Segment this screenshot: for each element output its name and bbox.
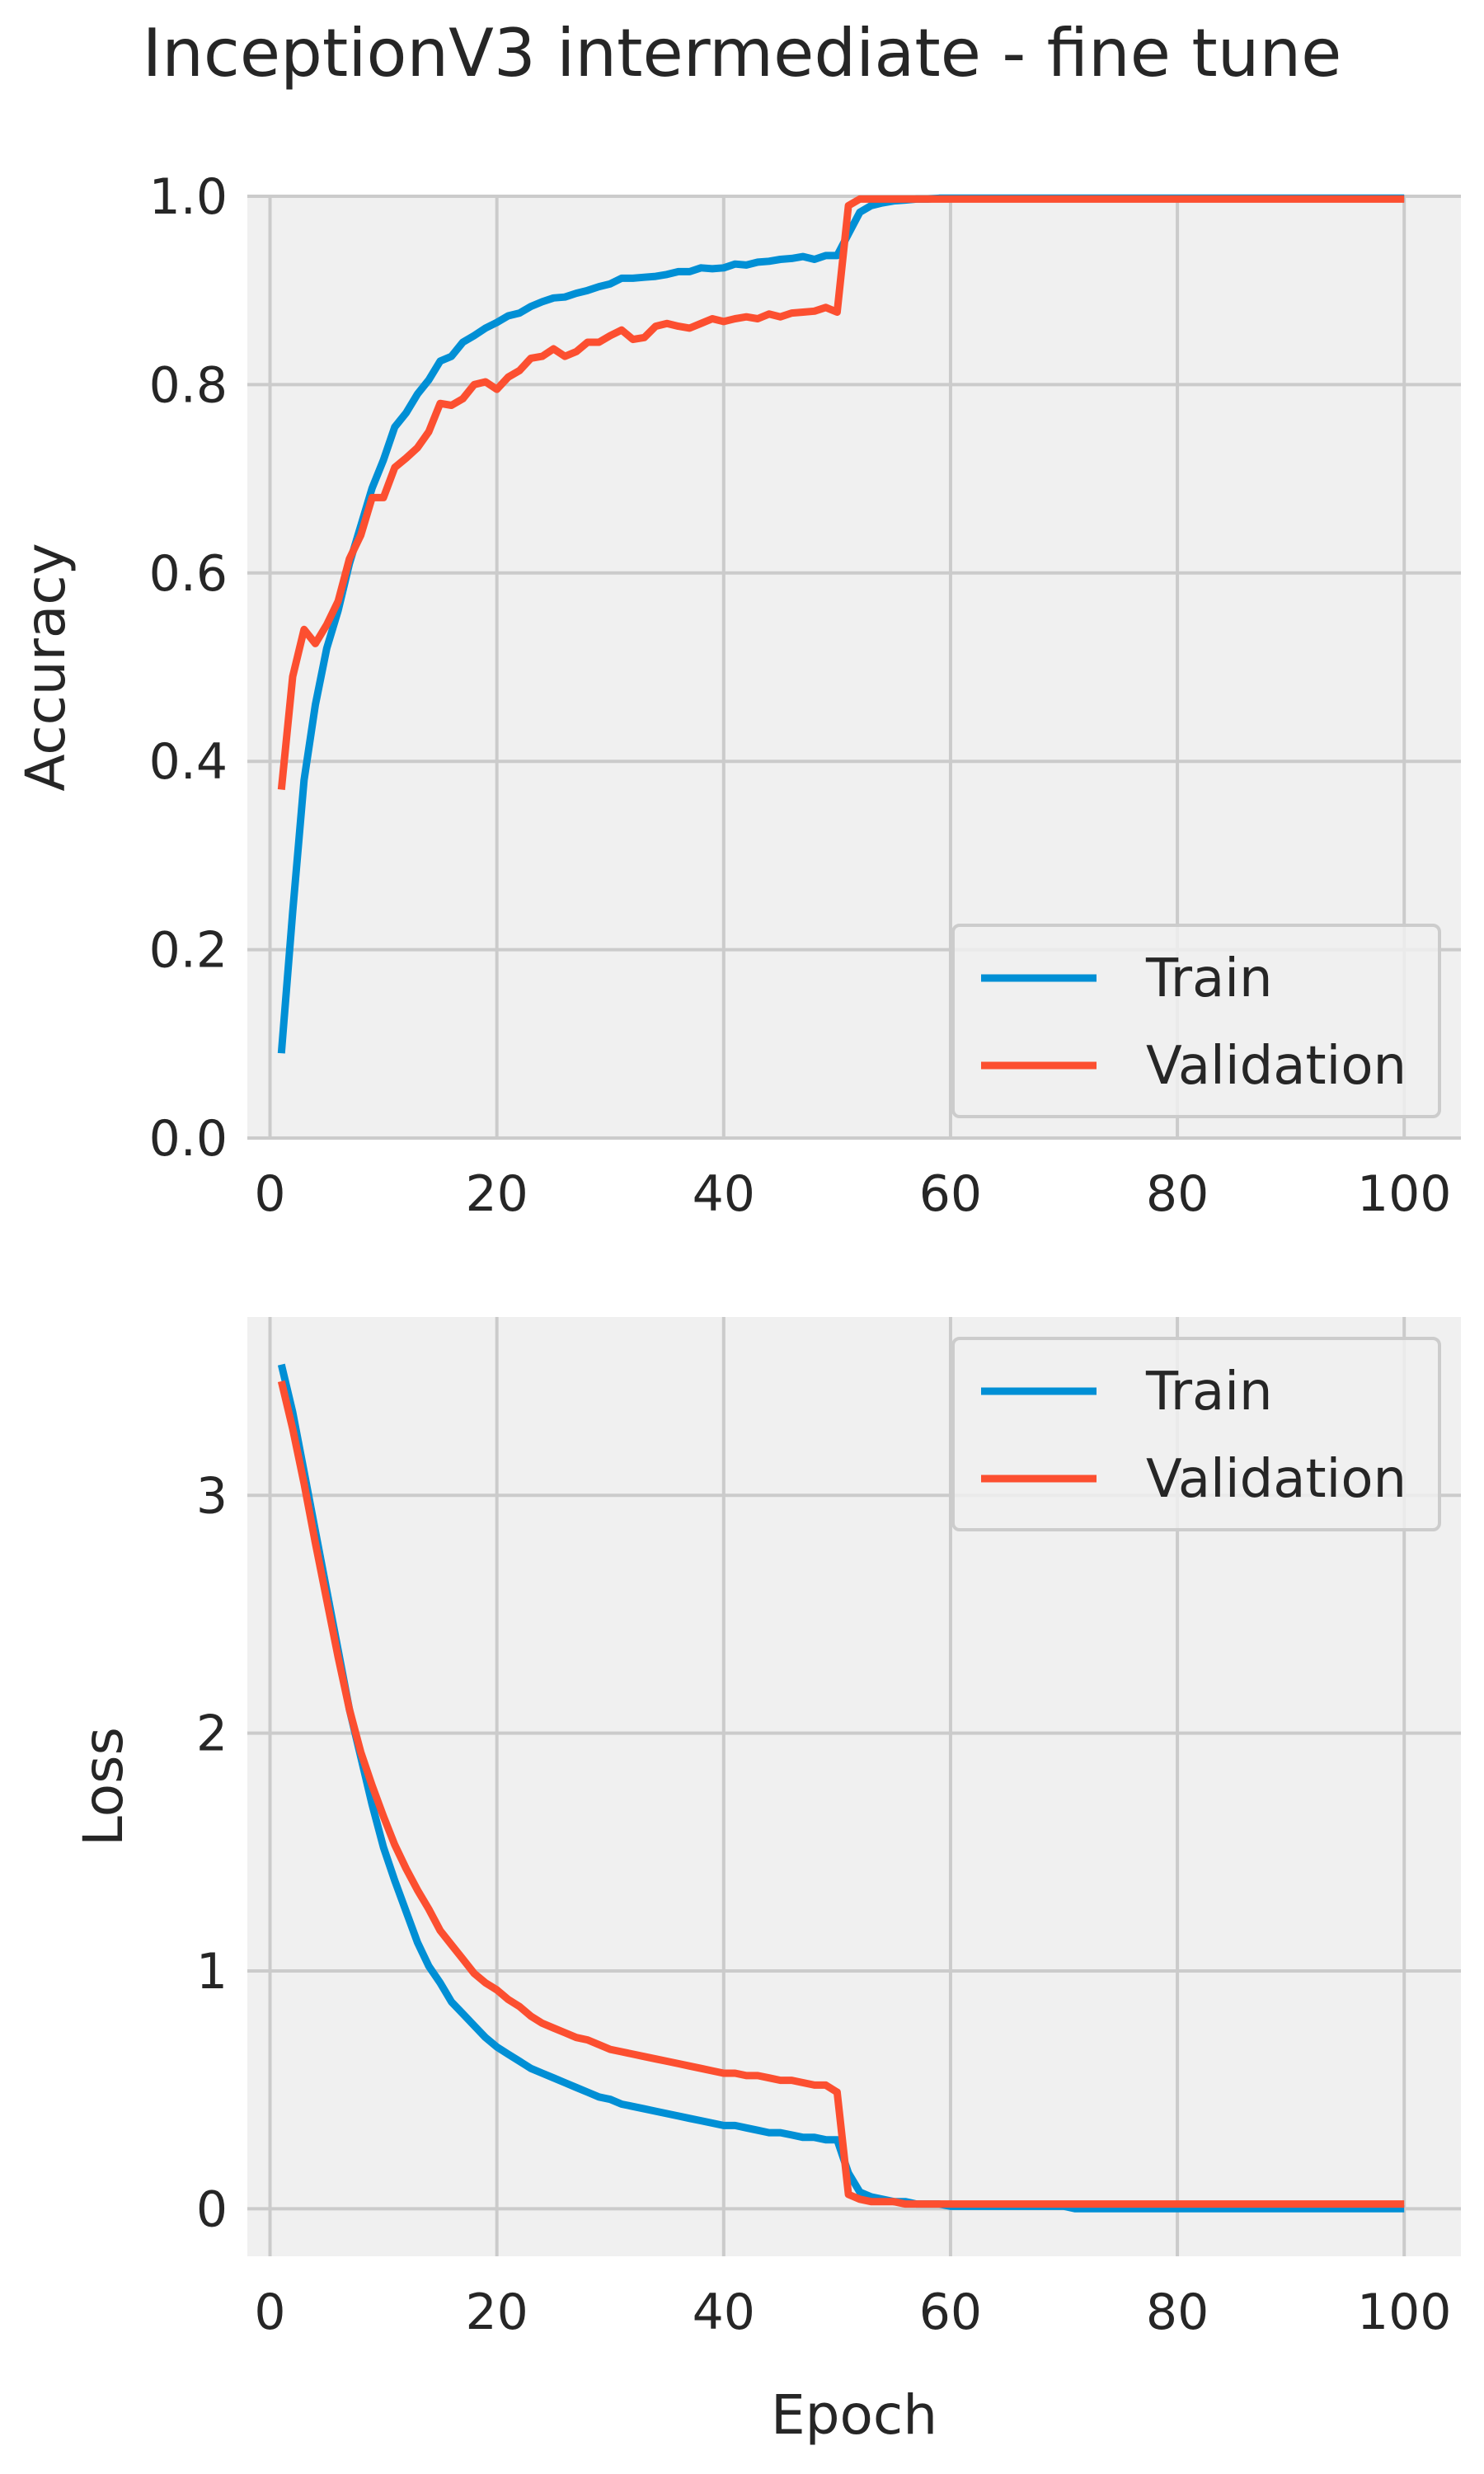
x-tick-label: 0 (254, 1165, 285, 1223)
x-tick-label: 40 (693, 2284, 755, 2341)
y-tick-label: 0.8 (149, 356, 228, 414)
y-tick-label: 0.2 (149, 922, 228, 980)
legend: Train Validation (951, 924, 1441, 1118)
x-tick-label: 80 (1146, 2284, 1209, 2341)
y-tick-label: 0.4 (149, 733, 228, 791)
x-tick-label: 100 (1357, 2284, 1452, 2341)
y-tick-label: 2 (196, 1705, 228, 1763)
series-line-validation (277, 195, 1405, 790)
axes-panel-loss: 0 20 40 60 80 100 0 1 2 3 Loss Epoch Train Validation (72, 1317, 1461, 2447)
legend-label-train: Train (1145, 1362, 1273, 1423)
axes-panel-accuracy: 0 20 40 60 80 100 0.0 0.2 0.4 0.6 0.8 1.0 Accuracy Tr… (14, 168, 1461, 1223)
x-tick-label: 100 (1357, 1165, 1452, 1223)
x-tick-label: 20 (465, 1165, 528, 1223)
x-axis-label: Epoch (771, 2383, 937, 2447)
y-tick-label: 0 (196, 2180, 228, 2238)
figure-title: InceptionV3 intermediate - fine tune (143, 15, 1342, 92)
y-tick-label: 1 (196, 1943, 228, 2001)
x-tick-label: 80 (1146, 1165, 1209, 1223)
legend-label-validation: Validation (1146, 1036, 1407, 1097)
x-tick-label: 0 (254, 2284, 285, 2341)
x-tick-label: 20 (465, 2284, 528, 2341)
x-tick-label: 60 (919, 1165, 982, 1223)
legend-label-validation: Validation (1146, 1449, 1407, 1510)
y-tick-label: 3 (196, 1467, 228, 1525)
x-tick-label: 60 (919, 2284, 982, 2341)
legend: Train Validation (951, 1337, 1441, 1531)
y-tick-label: 0.6 (149, 545, 228, 603)
y-tick-label: 1.0 (149, 168, 228, 226)
legend-label-train: Train (1145, 948, 1273, 1009)
y-axis-label: Accuracy (14, 543, 77, 791)
y-tick-label: 0.0 (149, 1110, 228, 1168)
x-tick-label: 40 (693, 1165, 755, 1223)
series-line-validation (277, 1380, 1405, 2208)
y-axis-label: Loss (72, 1727, 135, 1846)
